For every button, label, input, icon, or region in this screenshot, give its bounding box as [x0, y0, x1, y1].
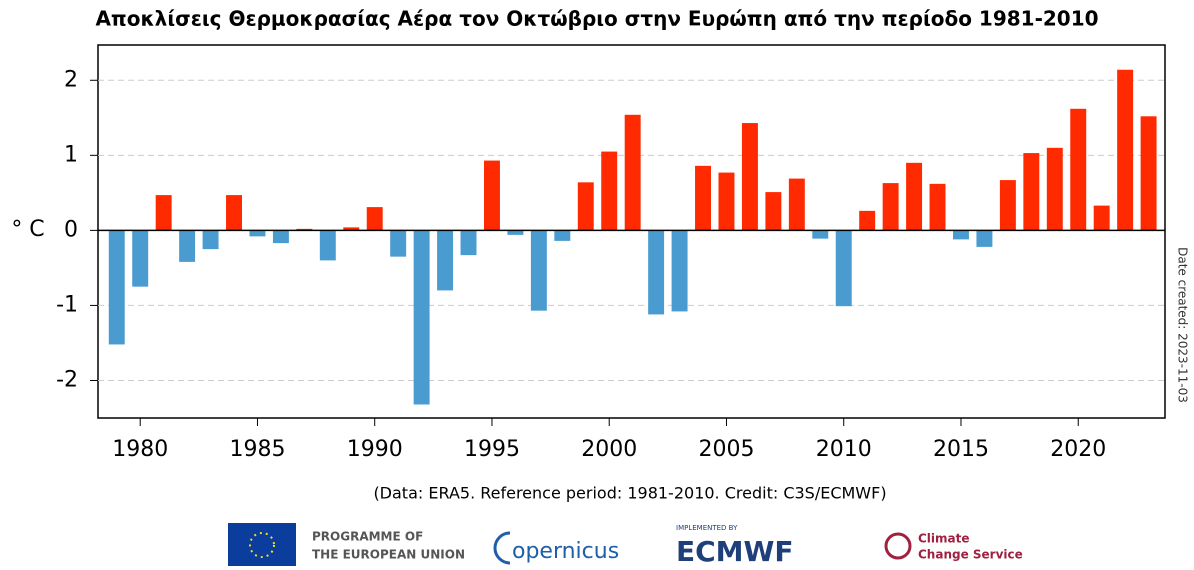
bar	[577, 182, 594, 231]
bar	[179, 230, 196, 262]
bar	[648, 230, 665, 315]
caption: (Data: ERA5. Reference period: 1981-2010…	[373, 484, 886, 503]
footer: PROGRAMME OF THE EUROPEAN UNION opernicu…	[228, 523, 1023, 568]
y-tick-label: 1	[64, 142, 78, 167]
bar	[226, 195, 242, 231]
copernicus-logo	[493, 531, 511, 565]
y-tick-label: -2	[56, 367, 78, 392]
bar	[460, 230, 477, 256]
x-tick-label: 2020	[1050, 437, 1106, 462]
x-tick-label: 2015	[933, 437, 989, 462]
c3s-logo	[884, 532, 912, 560]
bar	[507, 230, 524, 235]
x-tick-label: 1990	[347, 437, 403, 462]
c3s-text: Climate	[918, 532, 970, 546]
ecmwf-text: ECMWF	[676, 535, 794, 566]
eu-flag	[228, 523, 296, 566]
bar	[835, 230, 852, 307]
bar	[976, 230, 993, 247]
x-tick-label: 1995	[464, 437, 520, 462]
bar	[530, 230, 547, 311]
bar	[601, 151, 618, 231]
bar	[554, 230, 571, 241]
bar	[132, 230, 149, 287]
x-tick-label: 2000	[581, 437, 637, 462]
bar	[202, 230, 219, 250]
x-tick-label: 2005	[698, 437, 754, 462]
bar	[788, 178, 805, 231]
x-tick-label: 2010	[816, 437, 872, 462]
bar	[953, 230, 969, 240]
bar	[1093, 205, 1110, 231]
bar	[882, 183, 899, 231]
implemented-text: IMPLEMENTED BY	[676, 524, 738, 532]
bar	[1046, 147, 1063, 231]
bar	[413, 230, 430, 405]
bar	[695, 165, 711, 231]
side-note: Date created: 2023-11-03	[1176, 247, 1190, 403]
bar	[319, 230, 336, 261]
y-axis-label: ° C	[11, 217, 44, 242]
eu-text: PROGRAMME OF	[312, 530, 423, 544]
bar	[366, 207, 383, 231]
plot-area	[97, 44, 1166, 419]
eu-text: THE EUROPEAN UNION	[312, 548, 465, 562]
bar	[1023, 153, 1040, 231]
bar	[929, 183, 946, 231]
bar	[1070, 108, 1087, 231]
bar	[671, 230, 688, 312]
x-tick-label: 1985	[229, 437, 285, 462]
bar	[859, 210, 876, 231]
bar	[906, 162, 923, 231]
bar	[1117, 69, 1134, 231]
bar	[812, 230, 829, 239]
bar	[1140, 116, 1157, 231]
bar	[765, 192, 782, 231]
bar	[155, 195, 172, 231]
bar	[108, 230, 125, 345]
bar	[999, 180, 1016, 231]
bar	[343, 227, 360, 231]
eu-stars	[249, 532, 275, 558]
chart-title: Αποκλίσεις Θερμοκρασίας Αέρα τον Οκτώβρι…	[95, 7, 1098, 31]
bar	[741, 123, 758, 231]
bar	[437, 230, 454, 291]
y-tick-label: 2	[64, 67, 78, 92]
bar	[483, 160, 500, 231]
bar	[390, 230, 407, 257]
bar	[296, 228, 313, 231]
bar	[249, 230, 266, 237]
bar	[272, 230, 289, 244]
y-tick-label: 0	[64, 217, 78, 242]
copernicus-text: opernicus	[512, 539, 619, 564]
bar	[718, 172, 735, 231]
c3s-text: Change Service	[918, 548, 1023, 562]
y-tick-label: -1	[56, 292, 78, 317]
x-tick-label: 1980	[112, 437, 168, 462]
bar	[624, 114, 641, 231]
